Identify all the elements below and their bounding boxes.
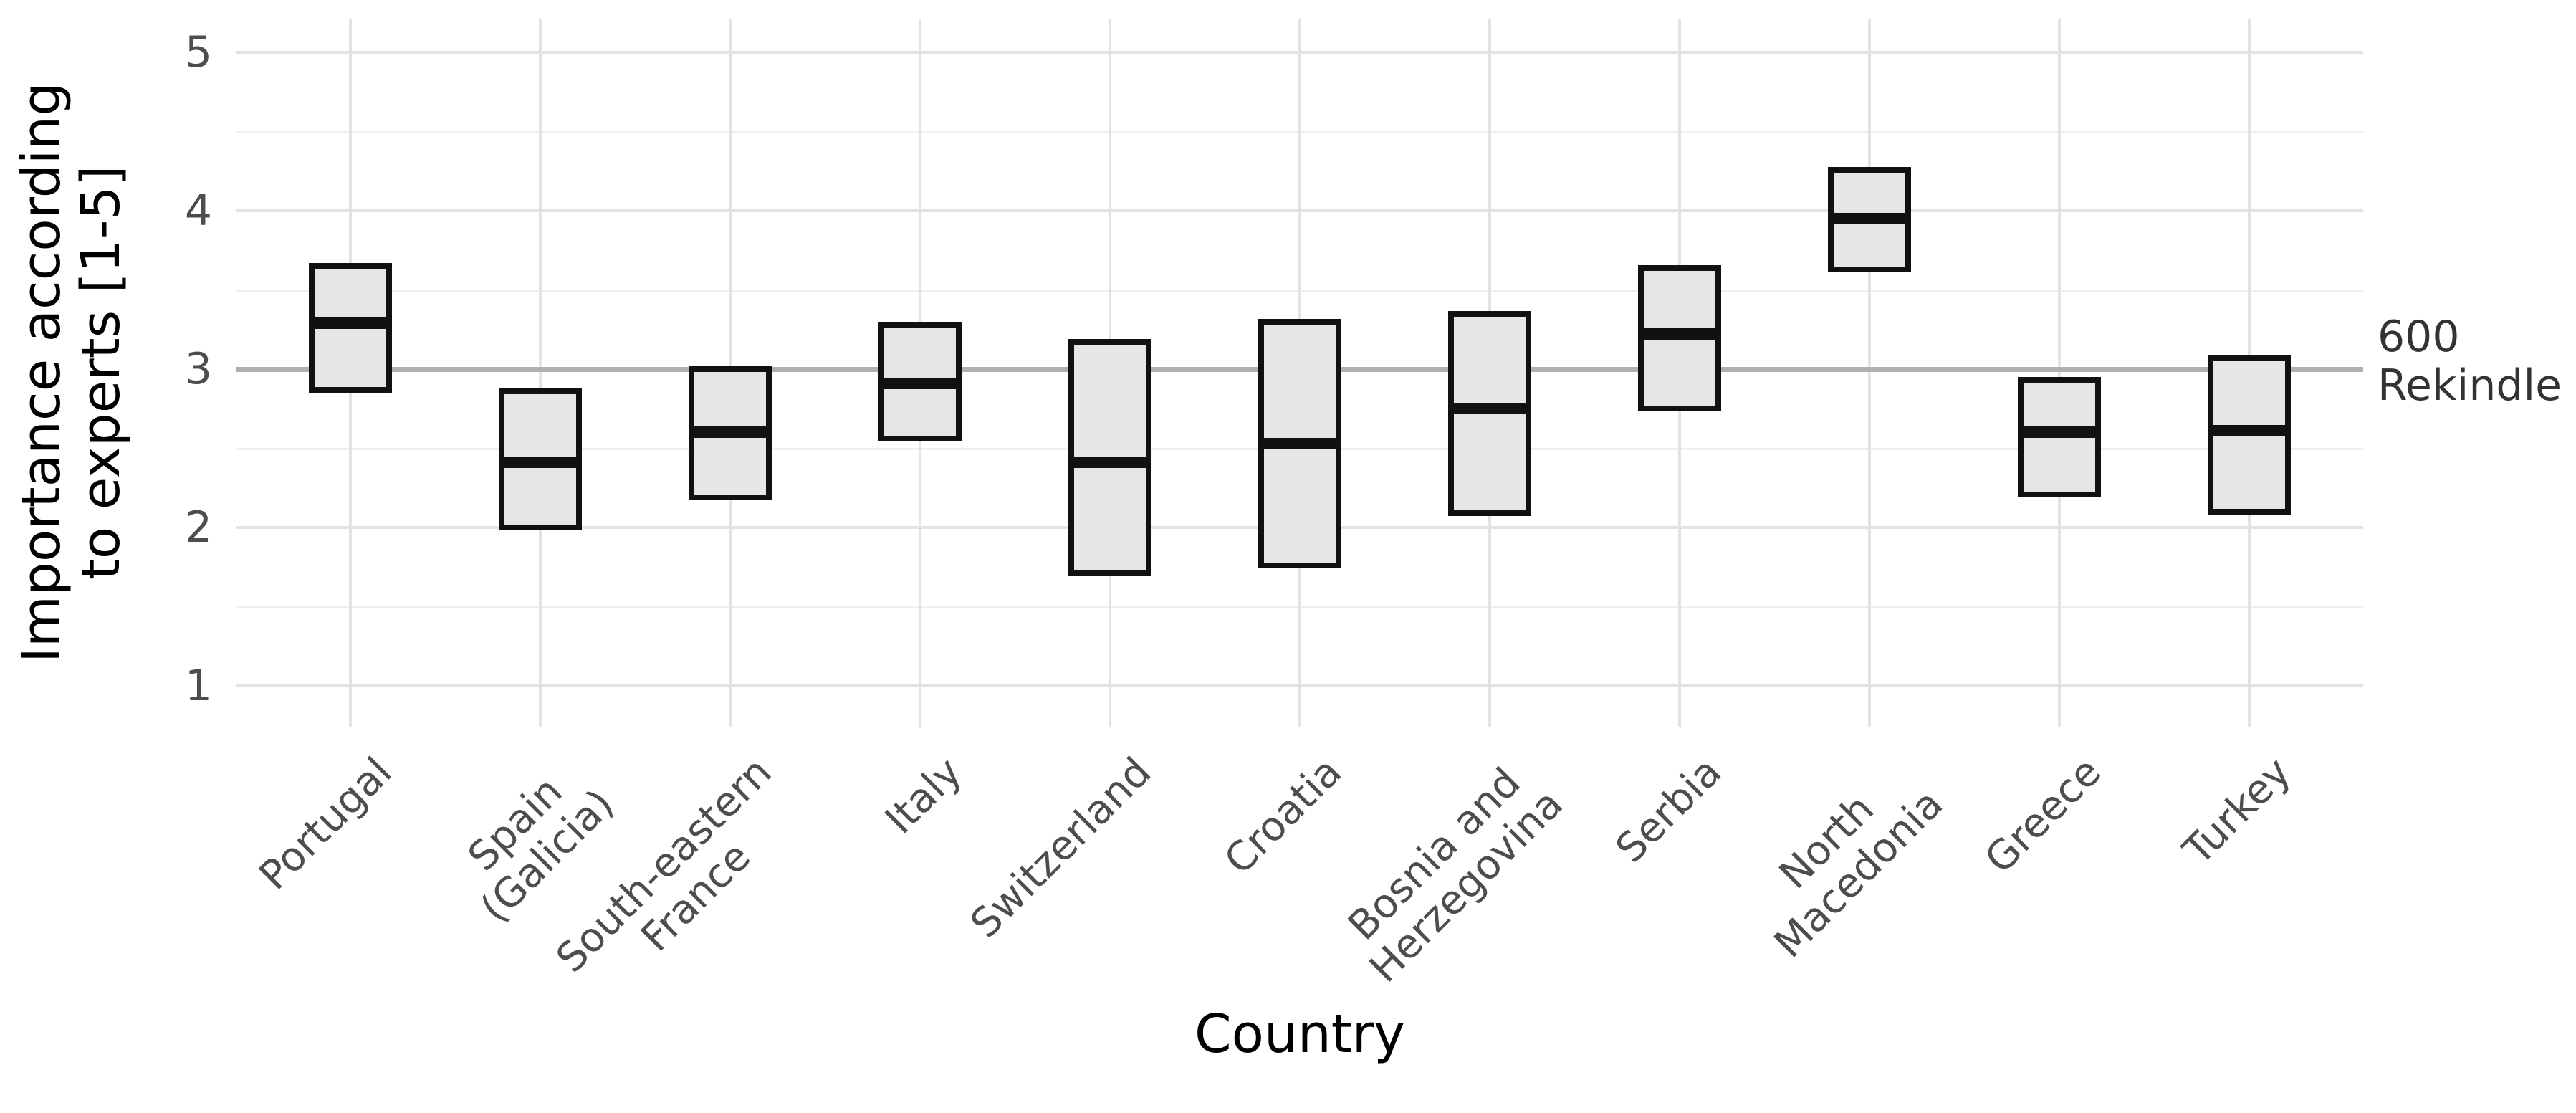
crossbar-greece (2018, 377, 2101, 497)
crossbar-median (2024, 426, 2095, 439)
crossbar-median (315, 317, 386, 329)
crossbar-south-eastern-france (689, 366, 772, 500)
x-tick-label-7: Bosnia and Herzegovina (1330, 750, 1571, 991)
y-tick-label-3: 3 (184, 344, 212, 394)
crossbar-median (504, 457, 576, 469)
reference-annotation: 600 Rekindle (2378, 312, 2562, 411)
crossbar-median (1454, 403, 1526, 415)
y-tick-label-2: 2 (184, 502, 212, 553)
x-tick-label-line: Serbia (1607, 748, 1730, 872)
crossbar-spain-galicia- (499, 388, 582, 530)
crossbar-italy (878, 322, 962, 442)
crossbar-median (1074, 457, 1146, 469)
x-tick-label-10: Greece (1976, 748, 2110, 883)
crossbar-median (2213, 425, 2285, 437)
y-tick-label-1: 1 (184, 661, 212, 711)
crossbar-portugal (309, 263, 392, 393)
crossbar-croatia (1258, 318, 1341, 569)
x-tick-label-line: Switzerland (962, 748, 1161, 947)
y-axis-title-wrap: Importance according to experts [1-5] (7, 19, 136, 727)
crossbar-median (694, 426, 766, 439)
gridline-x-10 (2058, 19, 2061, 727)
x-tick-label-5: Switzerland (962, 748, 1161, 947)
x-tick-label-line: Turkey (2174, 748, 2300, 874)
y-axis-title: Importance according to experts [1-5] (11, 82, 133, 664)
y-axis-title-line-1: Importance according (11, 82, 73, 664)
crossbar-switzerland (1068, 339, 1151, 577)
crossbar-median (884, 377, 956, 389)
annotation-line-1: 600 (2378, 312, 2460, 362)
crossbar-bosnia-and-herzegovina (1448, 310, 1531, 517)
crossbar-north-macedonia (1828, 166, 1911, 272)
y-axis-title-line-2: to experts [1-5] (70, 165, 133, 581)
x-tick-label-line: Portugal (250, 748, 401, 899)
x-tick-label-1: Portugal (250, 748, 401, 899)
crossbar-median (1644, 328, 1715, 340)
crossbar-turkey (2208, 355, 2291, 515)
x-tick-label-4: Italy (876, 748, 971, 844)
x-tick-label-8: Serbia (1607, 748, 1730, 872)
y-tick-label-5: 5 (184, 27, 212, 77)
annotation-line-2: Rekindle (2378, 360, 2562, 411)
x-tick-label-6: Croatia (1215, 748, 1351, 884)
x-axis-title: Country (1194, 1003, 1405, 1065)
crossbar-serbia (1638, 264, 1721, 412)
gridline-x-9 (1868, 19, 1871, 727)
x-tick-label-9: North Macedonia (1735, 750, 1952, 967)
x-tick-label-line: Croatia (1215, 748, 1351, 884)
x-tick-label-line: Greece (1976, 748, 2110, 883)
crossbar-median (1834, 213, 1905, 225)
gridline-x-2 (539, 19, 542, 727)
x-tick-label-line: Italy (876, 748, 971, 844)
x-tick-label-11: Turkey (2174, 748, 2300, 874)
crossbar-median (1264, 437, 1336, 449)
y-tick-label-4: 4 (184, 186, 212, 236)
